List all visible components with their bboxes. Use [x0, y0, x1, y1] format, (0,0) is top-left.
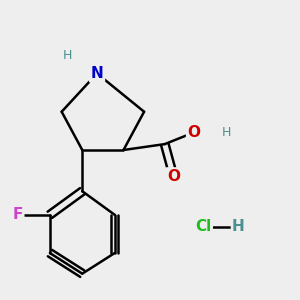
Text: F: F	[12, 207, 23, 222]
Text: H: H	[222, 126, 231, 139]
Text: O: O	[167, 169, 180, 184]
Text: O: O	[188, 125, 201, 140]
Text: H: H	[232, 219, 245, 234]
Text: H: H	[63, 49, 72, 62]
Text: N: N	[91, 66, 103, 81]
Text: Cl: Cl	[195, 219, 211, 234]
